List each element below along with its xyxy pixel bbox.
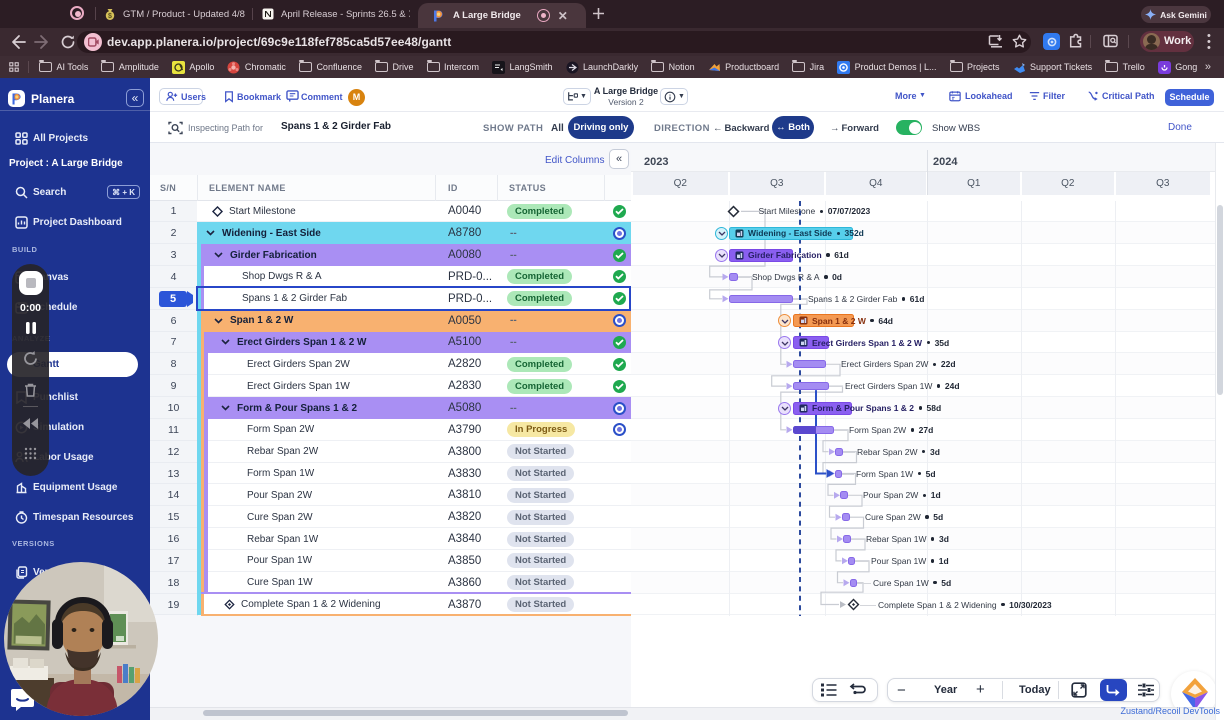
svg-text:$: $ bbox=[108, 13, 112, 20]
